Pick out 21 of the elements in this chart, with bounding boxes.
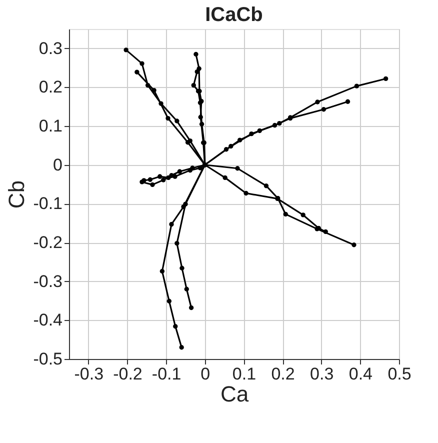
y-tick-label: -0.4 xyxy=(33,310,62,330)
y-tick-label: -0.5 xyxy=(33,350,62,368)
y-axis-title: Cb xyxy=(4,180,30,209)
x-tick-label: 0.3 xyxy=(310,364,334,384)
y-tick-label: -0.2 xyxy=(33,233,62,252)
x-tick-label: -0.3 xyxy=(74,364,104,384)
x-tick-label: 0.2 xyxy=(271,364,295,384)
chart-title: ICaCb xyxy=(205,4,263,26)
x-tick-label: -0.1 xyxy=(152,364,182,384)
y-tick-label: 0.1 xyxy=(38,116,62,136)
y-tick-label: -0.3 xyxy=(33,272,62,291)
y-tick-label: 0.3 xyxy=(38,38,62,58)
x-tick-label: 0.5 xyxy=(388,364,412,384)
y-tick-label: 0.2 xyxy=(38,78,62,97)
x-axis-title: Ca xyxy=(220,382,250,406)
x-tick-label: 0.1 xyxy=(232,364,256,384)
x-tick-label: 0 xyxy=(200,364,210,384)
y-tick-label: -0.1 xyxy=(33,194,62,214)
x-tick-label: 0.4 xyxy=(348,364,372,384)
x-tick-label: -0.2 xyxy=(113,364,142,384)
y-tick-label: 0 xyxy=(53,155,62,174)
